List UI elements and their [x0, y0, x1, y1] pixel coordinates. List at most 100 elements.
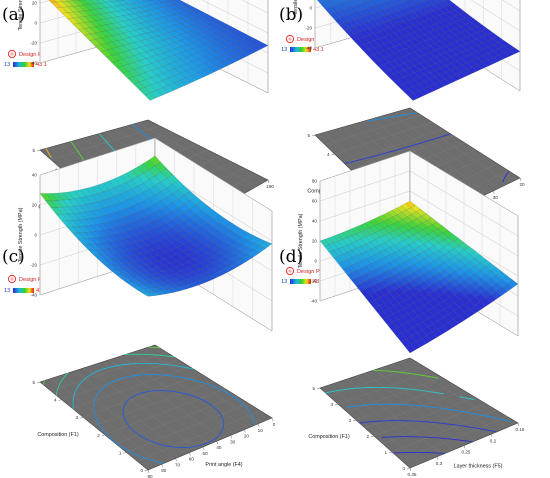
y-tick-label: 2	[366, 434, 369, 439]
design-point-dot	[10, 52, 14, 56]
y-tick	[388, 451, 393, 454]
floor-gridline	[373, 396, 475, 437]
floor-gridline	[131, 352, 248, 429]
response-surface	[39, 155, 273, 297]
contour-line	[42, 346, 160, 385]
panel-label-c: (c)	[2, 247, 25, 267]
z-tick-label: -40	[310, 299, 317, 304]
y-tick-label: 3	[348, 418, 351, 423]
x-tick-label: 30	[230, 439, 236, 444]
floor-gridline	[137, 410, 261, 462]
design-point-dot	[288, 269, 292, 273]
y-tick	[144, 469, 149, 472]
y-tick-label: 5	[312, 386, 315, 391]
design-point-marker	[285, 266, 295, 276]
contour-floor	[39, 344, 273, 471]
y-tick	[123, 452, 127, 454]
z-tick-label: -20	[30, 41, 37, 46]
y-axis-label: Composition (F1)	[308, 434, 350, 440]
x-tick	[258, 423, 260, 427]
x-tick-label: 20	[519, 182, 525, 187]
y-tick	[406, 467, 411, 470]
z-tick-label: 60	[312, 199, 318, 204]
z-tick-label: -40	[30, 293, 37, 298]
z-tick-label: 0	[309, 6, 312, 11]
z-axis-label: Tensile Strength (MPa)	[293, 0, 299, 15]
design-point-marker	[285, 34, 295, 44]
y-tick	[80, 417, 84, 419]
contour-line	[367, 112, 418, 122]
y-tick-label: 1	[119, 450, 122, 455]
floor-gridline	[382, 366, 486, 437]
z-tick-label: -20	[305, 26, 312, 31]
z-tick-label: 0	[314, 259, 317, 264]
color-scale	[13, 288, 34, 293]
surface-facet	[144, 92, 157, 101]
y-tick	[101, 434, 105, 436]
z-tick-label: 20	[32, 1, 38, 6]
legend-min: 13	[4, 62, 10, 68]
z-tick-label: 40	[312, 219, 318, 224]
x-tick-label: 0.15	[516, 427, 525, 432]
x-tick-label: 90	[147, 474, 153, 478]
response-surface	[317, 0, 521, 101]
design-points-label: Design Points	[297, 269, 332, 275]
design-point-dot	[288, 37, 292, 41]
panel-d: (d) Design Points 13 43.1 80 60 40 20 0 -20 -4…	[279, 150, 525, 477]
response-surface	[319, 200, 519, 354]
y-tick	[36, 149, 41, 152]
x-tick	[230, 435, 232, 439]
z-axis-label: Tensile Strength (MPa)	[18, 207, 24, 262]
floor-gridline	[381, 115, 488, 194]
design-point-marker	[7, 49, 17, 59]
color-scale	[13, 62, 34, 67]
floor-gridline	[115, 395, 237, 444]
y-tick-label: 3	[76, 415, 79, 420]
floor-gridline	[390, 113, 499, 189]
x-tick-label: 0	[273, 422, 276, 427]
surface-facet	[323, 0, 330, 2]
x-tick	[202, 446, 205, 450]
y-tick-label: 5	[32, 148, 35, 153]
legend-d: Design Points 13 43.1	[281, 266, 332, 285]
contour-line	[359, 420, 497, 433]
panel-c: (c) Design Points 13 43.1 40200-20-40Ten…	[2, 137, 276, 478]
legend-min: 13	[281, 279, 287, 285]
legend-a: Design Points 13 43.1	[4, 49, 54, 68]
z-tick-label: -20	[310, 279, 317, 284]
x-tick-label: 0.3	[436, 461, 443, 466]
floor-gridline	[137, 122, 257, 187]
color-scale	[290, 279, 311, 284]
x-tick	[147, 469, 150, 474]
contour-line	[72, 362, 194, 410]
x-tick	[244, 429, 246, 433]
panel-label-b: (b)	[279, 5, 303, 25]
x-tick-label: 0.2	[490, 438, 497, 443]
y-axis-label: Composition (F1)	[37, 432, 79, 438]
z-tick-label: 0	[34, 21, 37, 26]
z-tick-label: -40	[30, 61, 37, 66]
z-tick-label: 80	[312, 179, 318, 184]
design-point-marker	[7, 274, 17, 284]
x-tick-label: 50	[203, 451, 209, 456]
contour-line	[393, 451, 445, 454]
x-axis-label: Print angle (F4)	[205, 462, 242, 468]
x-axis-label: Layer thickness (F5)	[454, 464, 503, 470]
floor-gridline	[126, 403, 249, 453]
x-tick-label: 20	[244, 434, 250, 439]
y-tick-label: 4	[327, 152, 330, 157]
x-tick	[463, 445, 466, 449]
x-tick-label: 70	[175, 462, 181, 467]
y-tick-label: 5	[307, 133, 310, 138]
contour-line	[502, 170, 510, 183]
panel-label-d: (d)	[279, 247, 303, 267]
floor-gridline	[97, 363, 211, 445]
floor-gridline	[120, 355, 235, 434]
x-tick-label: 0.35	[408, 472, 417, 477]
z-axis-label: Tensile Strength (MPa)	[18, 0, 24, 30]
y-tick-label: 0	[140, 468, 143, 473]
x-tick-label: 0.25	[462, 450, 471, 455]
y-tick	[334, 403, 339, 406]
panel-label-a: (a)	[2, 5, 25, 25]
